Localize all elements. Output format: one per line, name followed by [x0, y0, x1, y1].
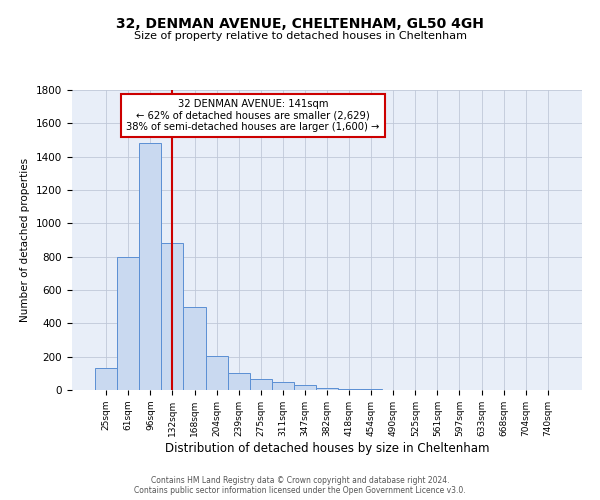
- Bar: [272, 382, 294, 390]
- Bar: [294, 384, 316, 390]
- Y-axis label: Number of detached properties: Number of detached properties: [20, 158, 31, 322]
- Bar: [117, 256, 139, 390]
- Text: 32 DENMAN AVENUE: 141sqm
← 62% of detached houses are smaller (2,629)
38% of sem: 32 DENMAN AVENUE: 141sqm ← 62% of detach…: [127, 99, 380, 132]
- Bar: [227, 372, 250, 390]
- Text: 32, DENMAN AVENUE, CHELTENHAM, GL50 4GH: 32, DENMAN AVENUE, CHELTENHAM, GL50 4GH: [116, 18, 484, 32]
- Bar: [250, 379, 272, 390]
- Bar: [139, 144, 161, 390]
- Bar: [95, 368, 117, 390]
- Bar: [161, 244, 184, 390]
- Bar: [206, 356, 227, 390]
- X-axis label: Distribution of detached houses by size in Cheltenham: Distribution of detached houses by size …: [165, 442, 489, 454]
- Bar: [338, 388, 360, 390]
- Text: Contains public sector information licensed under the Open Government Licence v3: Contains public sector information licen…: [134, 486, 466, 495]
- Text: Contains HM Land Registry data © Crown copyright and database right 2024.: Contains HM Land Registry data © Crown c…: [151, 476, 449, 485]
- Bar: [184, 306, 206, 390]
- Text: Size of property relative to detached houses in Cheltenham: Size of property relative to detached ho…: [133, 31, 467, 41]
- Bar: [316, 388, 338, 390]
